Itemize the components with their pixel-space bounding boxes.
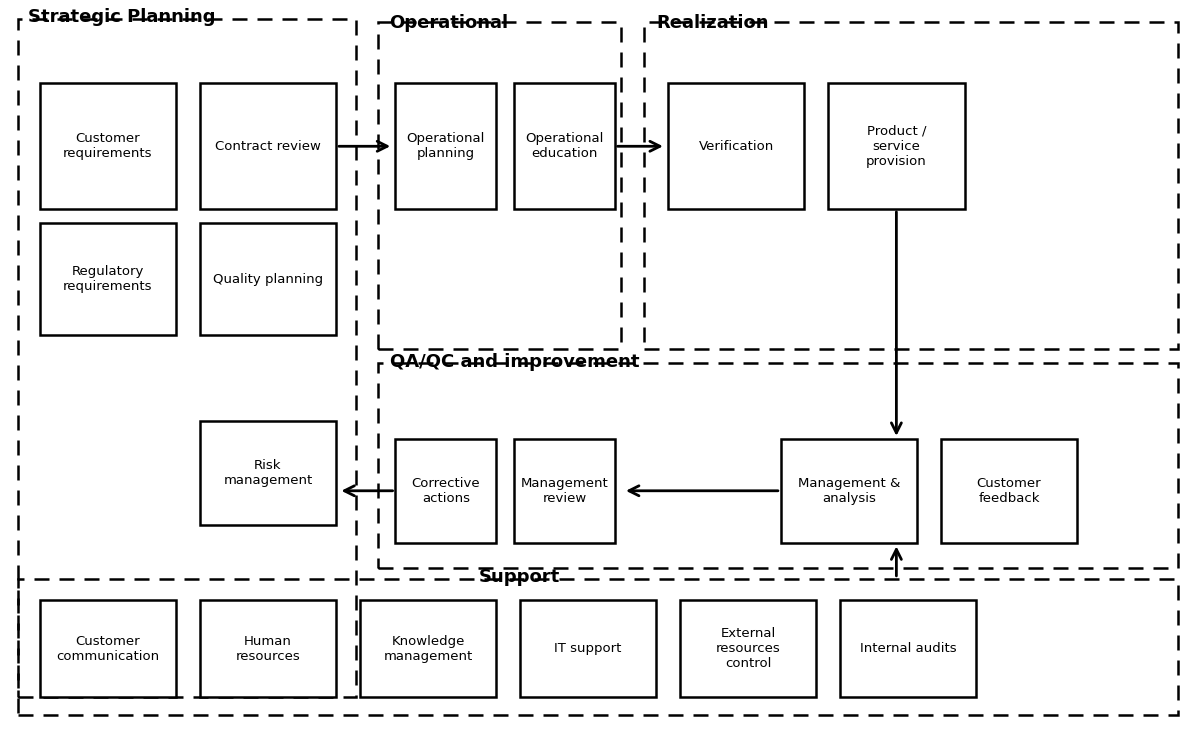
Bar [681, 600, 817, 697]
Bar [645, 23, 1178, 349]
Text: Contract review: Contract review [215, 139, 321, 153]
Text: Internal audits: Internal audits [860, 642, 956, 656]
Text: Management &
analysis: Management & analysis [798, 477, 900, 504]
Text: Knowledge
management: Knowledge management [383, 634, 473, 663]
Bar [199, 600, 337, 697]
Text: Strategic Planning: Strategic Planning [27, 8, 215, 26]
Bar [377, 23, 621, 349]
Text: Customer
feedback: Customer feedback [977, 477, 1041, 504]
Text: Regulatory
requirements: Regulatory requirements [63, 265, 153, 293]
Text: Customer
communication: Customer communication [56, 634, 160, 663]
Bar [377, 364, 1178, 568]
Bar [199, 420, 337, 525]
Bar [395, 83, 497, 209]
Text: Corrective
actions: Corrective actions [412, 477, 480, 504]
Bar [39, 600, 176, 697]
Text: Human
resources: Human resources [235, 634, 301, 663]
Text: Quality planning: Quality planning [213, 272, 324, 285]
Text: Operational: Operational [389, 14, 509, 32]
Bar [519, 600, 657, 697]
Text: Verification: Verification [698, 139, 774, 153]
Bar [513, 439, 615, 543]
Bar [359, 600, 497, 697]
Bar [781, 439, 917, 543]
Text: Risk
management: Risk management [223, 459, 313, 487]
Text: Customer
requirements: Customer requirements [63, 132, 153, 161]
Bar [199, 223, 337, 334]
Bar [395, 439, 497, 543]
Text: Support: Support [479, 568, 560, 586]
Bar [18, 579, 1178, 715]
Bar [39, 223, 176, 334]
Text: QA/QC and improvement: QA/QC and improvement [389, 353, 639, 371]
Bar [39, 83, 176, 209]
Text: Operational
planning: Operational planning [407, 132, 485, 161]
Text: Operational
education: Operational education [525, 132, 604, 161]
Bar [513, 83, 615, 209]
Text: External
resources
control: External resources control [715, 627, 781, 670]
Bar [841, 600, 977, 697]
Bar [18, 19, 356, 697]
Bar [829, 83, 965, 209]
Bar [199, 83, 337, 209]
Text: IT support: IT support [554, 642, 622, 656]
Bar [941, 439, 1077, 543]
Bar [669, 83, 805, 209]
Text: Product /
service
provision: Product / service provision [866, 125, 927, 168]
Text: Management
review: Management review [521, 477, 608, 504]
Text: Realization: Realization [657, 14, 769, 32]
